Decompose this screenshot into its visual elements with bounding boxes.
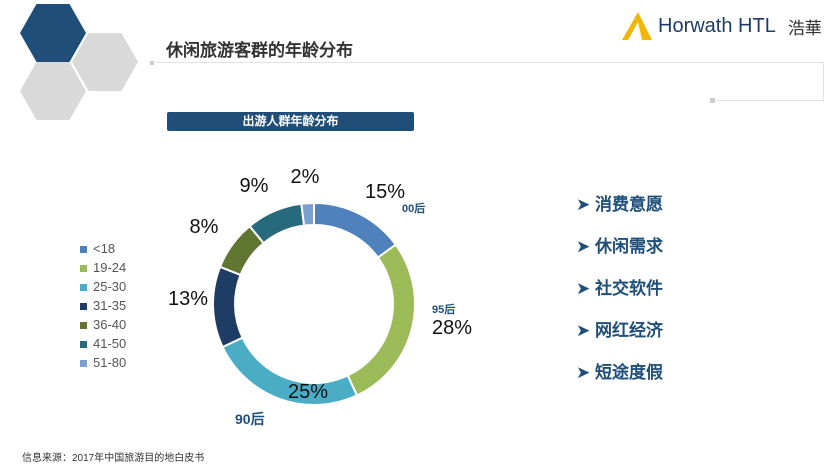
legend-swatch — [80, 284, 87, 292]
arrow-icon: ➤ — [576, 237, 595, 256]
page-title: 休闲旅游客群的年龄分布 — [166, 41, 353, 60]
legend-swatch — [80, 360, 87, 368]
data-label: 15% — [365, 181, 405, 203]
legend-label: 41-50 — [93, 336, 127, 351]
bullet-label: 休闲需求 — [594, 237, 663, 256]
bullet-label: 消费意愿 — [594, 195, 663, 214]
title-divider — [823, 62, 824, 102]
logo-icon — [622, 12, 652, 40]
logo-brand: Horwath HTL — [658, 14, 776, 37]
legend-label: 36-40 — [93, 317, 127, 332]
data-label: 13% — [168, 288, 208, 310]
arrow-icon: ➤ — [576, 321, 595, 340]
legend-item: 51-80 — [80, 353, 126, 372]
legend-item: 31-35 — [80, 296, 126, 315]
annotation-95: 95后 — [432, 304, 456, 316]
legend-item: <18 — [80, 239, 126, 258]
title-divider — [712, 100, 824, 101]
chart-legend: <18 19-24 25-30 31-35 36-40 41-50 51-80 — [80, 239, 126, 372]
bullet-item: ➤ 短途度假 — [576, 358, 663, 383]
bullet-label: 短途度假 — [594, 363, 663, 382]
arrow-icon: ➤ — [576, 363, 595, 382]
bullet-item: ➤ 社交软件 — [576, 274, 663, 299]
annotation-00: 00后 — [402, 203, 426, 215]
data-label: 28% — [432, 317, 472, 339]
bullet-label: 网红经济 — [594, 321, 663, 340]
bullet-item: ➤ 消费意愿 — [576, 190, 663, 215]
donut-slice-31-35 — [212, 265, 244, 349]
bullet-item: ➤ 网红经济 — [576, 316, 663, 341]
hex-decoration-blue — [20, 4, 86, 62]
bullet-item: ➤ 休闲需求 — [576, 232, 663, 257]
data-label: 25% — [288, 381, 328, 403]
legend-label: <18 — [93, 241, 116, 256]
legend-swatch — [80, 265, 87, 273]
logo-cn: 浩華 — [787, 18, 822, 39]
data-label: 9% — [240, 175, 269, 197]
arrow-icon: ➤ — [576, 279, 595, 298]
chart-subtitle: 出游人群年龄分布 — [167, 112, 414, 131]
title-divider — [150, 61, 154, 65]
arrow-icon: ➤ — [576, 195, 595, 214]
legend-item: 41-50 — [80, 334, 126, 353]
legend-swatch — [80, 322, 87, 330]
source-note: 信息来源：2017年中国旅游目的地白皮书 — [22, 453, 205, 464]
title-divider — [156, 62, 824, 63]
legend-item: 36-40 — [80, 315, 126, 334]
legend-swatch — [80, 303, 87, 311]
donut-slice-19-24 — [346, 243, 416, 397]
data-label: 8% — [190, 216, 219, 238]
donut-slice-51-80 — [300, 201, 315, 227]
title-divider — [710, 98, 715, 103]
legend-item: 19-24 — [80, 258, 126, 277]
legend-swatch — [80, 341, 87, 349]
legend-swatch — [80, 246, 87, 254]
donut-slice-<18 — [313, 201, 398, 259]
legend-label: 25-30 — [93, 279, 127, 294]
legend-label: 31-35 — [93, 298, 127, 313]
legend-label: 51-80 — [93, 355, 127, 370]
annotation-90: 90后 — [235, 411, 265, 427]
data-label: 2% — [291, 166, 320, 188]
legend-item: 25-30 — [80, 277, 126, 296]
bullet-label: 社交软件 — [594, 279, 663, 298]
legend-label: 19-24 — [93, 260, 127, 275]
donut-slice-41-50 — [248, 202, 306, 245]
logo: Horwath HTL 浩華 — [622, 12, 822, 40]
